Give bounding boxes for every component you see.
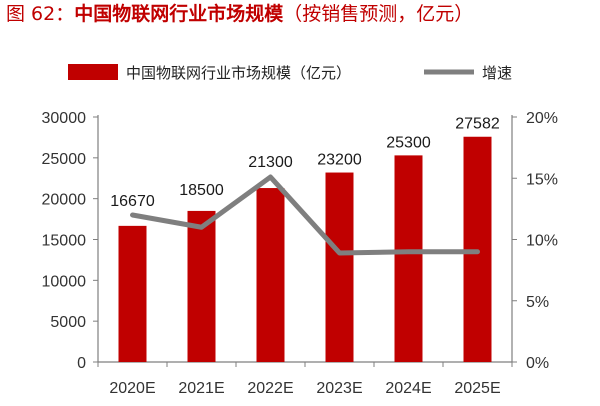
data-label-2024E: 25300 <box>386 134 431 151</box>
growth-point-2023E <box>337 250 342 255</box>
growth-point-2021E <box>199 225 204 230</box>
figure-number: 图 62： <box>6 3 75 25</box>
growth-point-2020E <box>130 213 135 217</box>
x-tick-label: 2022E <box>247 380 293 397</box>
growth-point-2025E <box>475 249 480 254</box>
legend-label-market-size: 中国物联网行业市场规模（亿元） <box>126 64 351 82</box>
y-left-tick-label: 20000 <box>42 192 87 209</box>
growth-rate-line <box>130 174 480 256</box>
y-right-tick-label: 20% <box>526 110 558 127</box>
y-left-tick-label: 25000 <box>42 151 87 168</box>
x-tick-label: 2021E <box>178 380 224 397</box>
x-tick-label: 2025E <box>454 380 500 397</box>
x-tick-label: 2023E <box>316 380 362 397</box>
y-right-tick-label: 15% <box>526 171 558 188</box>
figure-title-suffix: （按销售预测，亿元） <box>283 3 474 25</box>
data-label-2020E: 16670 <box>110 193 155 210</box>
bar-2022E <box>256 188 285 362</box>
bar-2024E <box>394 155 423 362</box>
data-label-2022E: 21300 <box>248 154 293 171</box>
legend-label-growth: 增速 <box>482 64 512 82</box>
data-label-2023E: 23200 <box>317 152 362 169</box>
growth-point-2022E <box>268 175 273 180</box>
data-label-2021E: 18500 <box>179 182 224 199</box>
y-left-tick-label: 30000 <box>42 110 87 127</box>
data-label-2025E: 27582 <box>455 116 500 133</box>
bar-2020E <box>118 225 147 362</box>
x-tick-label: 2024E <box>385 380 431 397</box>
bar-2023E <box>325 172 354 362</box>
y-right-tick-label: 0% <box>526 355 549 372</box>
legend-swatch-market-size <box>68 64 118 80</box>
y-left-tick-label: 5000 <box>50 314 86 331</box>
y-right-tick-label: 5% <box>526 294 549 311</box>
y-left-tick-label: 15000 <box>42 233 87 250</box>
y-right-tick-label: 10% <box>526 233 558 250</box>
x-tick-label: 2020E <box>109 380 155 397</box>
y-left-tick-label: 10000 <box>42 273 87 290</box>
bar-2021E <box>187 210 216 362</box>
y-left-tick-label: 0 <box>77 355 86 372</box>
figure-title: 图 62：中国物联网行业市场规模（按销售预测，亿元） <box>6 2 473 26</box>
figure-title-main: 中国物联网行业市场规模 <box>74 3 284 25</box>
growth-point-2024E <box>406 249 411 254</box>
